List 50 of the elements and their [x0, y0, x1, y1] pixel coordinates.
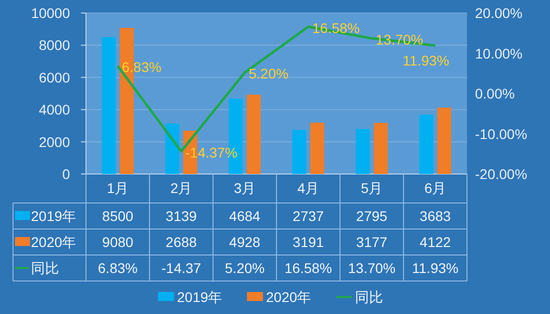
- data-label: 16.58%: [284, 260, 332, 276]
- data-label: 11.93%: [412, 260, 458, 276]
- data-label: 4122: [420, 234, 452, 250]
- x-tick-label: 6月: [424, 180, 446, 196]
- data-label: 2737: [292, 208, 324, 224]
- legend-label: 同比: [31, 260, 59, 276]
- data-label: 13.70%: [348, 260, 396, 276]
- bar: [356, 129, 370, 174]
- data-label: 3191: [292, 234, 324, 250]
- y2-tick-label: 10.00%: [475, 45, 522, 62]
- y-tick-label: 0: [62, 166, 70, 182]
- bar: [310, 122, 324, 174]
- data-label: 4928: [229, 234, 261, 250]
- data-label: 4684: [229, 208, 261, 224]
- annotation: 5.20%: [248, 66, 288, 82]
- legend-label: 2019年: [31, 208, 76, 224]
- annotation: 11.93%: [402, 52, 450, 68]
- data-label: 3683: [420, 208, 452, 224]
- bar: [246, 94, 261, 174]
- data-label: 9080: [102, 234, 134, 250]
- data-label: 2688: [166, 234, 198, 250]
- bar: [292, 130, 306, 174]
- legend: 2019年 2020年 同比: [158, 289, 383, 305]
- bar: [102, 37, 116, 174]
- bar: [165, 123, 180, 174]
- y-tick-label: 6000: [38, 69, 70, 86]
- y-tick-label: 8000: [38, 37, 70, 54]
- data-label: 3177: [356, 234, 388, 250]
- y2-tick-label: -10.00%: [475, 126, 528, 142]
- x-tick-label: 2月: [170, 180, 192, 196]
- y-tick-label: 2000: [38, 134, 70, 150]
- y2-tick-label: 20.00%: [475, 5, 522, 21]
- y2-tick-label: -20.00%: [475, 166, 528, 182]
- bar: [374, 122, 388, 174]
- bar: [419, 114, 434, 174]
- data-label: 5.20%: [224, 260, 265, 276]
- x-tick-label: 4月: [297, 180, 320, 196]
- y-tick-label: 4000: [38, 102, 70, 118]
- data-label: 2795: [356, 208, 388, 224]
- legend-label: 2020年: [31, 234, 76, 250]
- data-label: 6.83%: [98, 260, 138, 276]
- x-tick-label: 5月: [360, 180, 383, 196]
- data-label: 3139: [166, 208, 198, 224]
- x-tick-label: 3月: [234, 180, 256, 196]
- x-tick-label: 1月: [106, 180, 129, 196]
- data-label: -14.37: [161, 260, 202, 276]
- y2-tick-label: 0.00%: [475, 86, 515, 102]
- y-tick-label: 10000: [31, 5, 70, 21]
- bar: [437, 108, 452, 174]
- data-label: 8500: [102, 208, 134, 224]
